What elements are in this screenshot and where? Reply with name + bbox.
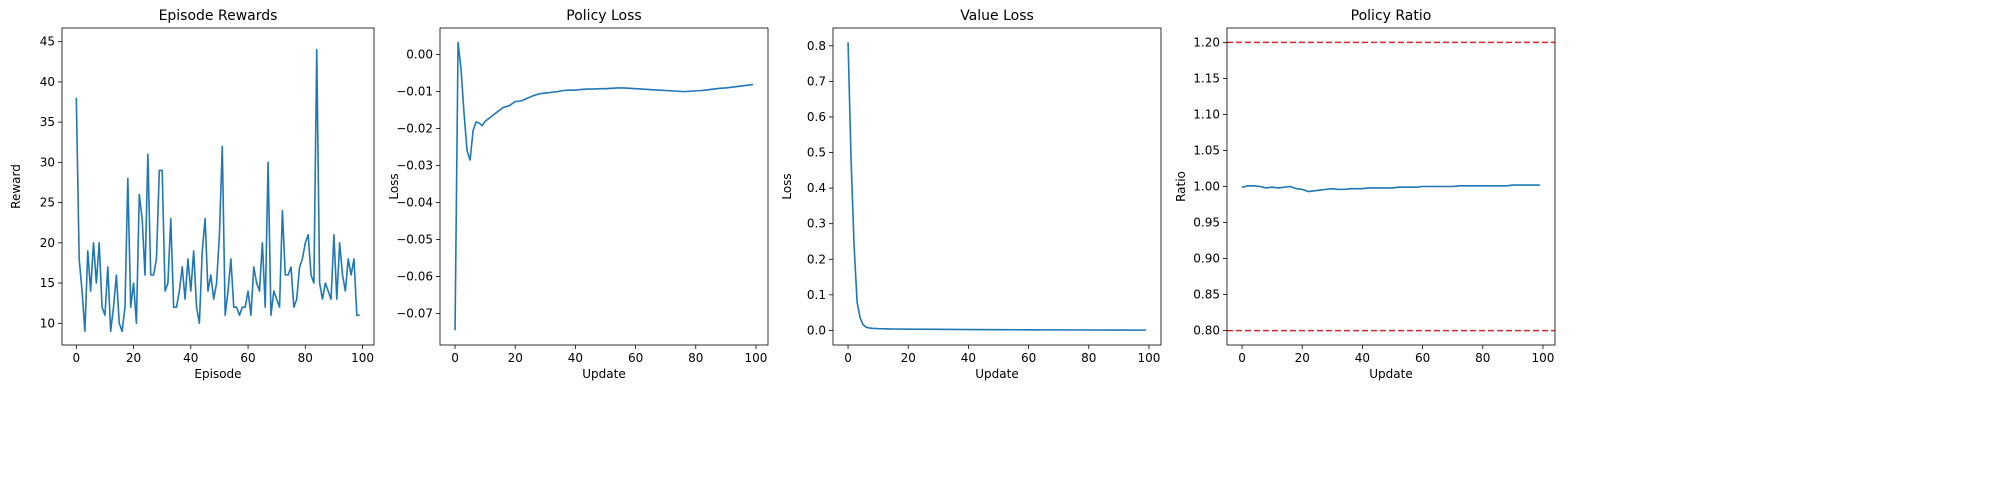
y-tick-label: −0.04 <box>396 196 433 210</box>
x-tick-label: 100 <box>745 351 768 365</box>
x-tick-label: 80 <box>1475 351 1490 365</box>
x-tick-label: 20 <box>126 351 141 365</box>
y-tick-label: 0.6 <box>807 110 826 124</box>
x-tick-label: 0 <box>1238 351 1246 365</box>
x-tick-label: 40 <box>183 351 198 365</box>
y-tick-label: 20 <box>40 236 55 250</box>
chart-title: Policy Loss <box>566 8 641 24</box>
series-line-1 <box>847 42 1146 331</box>
y-tick-label: −0.07 <box>396 307 433 321</box>
y-tick-label: 0.95 <box>1193 216 1220 230</box>
y-tick-label: 35 <box>40 115 55 129</box>
axes-frame <box>61 27 375 346</box>
x-tick-label: 40 <box>961 351 976 365</box>
y-tick-label: 0.85 <box>1193 288 1220 302</box>
x-tick-label: 40 <box>568 351 583 365</box>
y-axis-label: Ratio <box>1174 171 1188 202</box>
x-tick-label: 60 <box>1021 351 1036 365</box>
y-tick-label: 1.10 <box>1193 107 1220 121</box>
x-axis-label: Update <box>975 367 1018 381</box>
x-tick-label: 40 <box>1355 351 1370 365</box>
x-tick-label: 60 <box>1415 351 1430 365</box>
chart-panel-2: 0 20 40 60 80 100 0.00 −0.01 −0.02 −0.03 −0.04 −0.0… <box>387 8 769 381</box>
x-tick-label: 80 <box>298 351 313 365</box>
x-tick-label: 0 <box>451 351 459 365</box>
x-tick-label: 0 <box>72 351 80 365</box>
chart-title: Policy Ratio <box>1351 8 1432 24</box>
y-axis-label: Loss <box>387 173 401 199</box>
y-tick-label: 40 <box>40 75 55 89</box>
chart-panel-1: 0 20 40 60 80 100 10 15 20 25 30 35 40 45 Episode Rewa… <box>9 8 375 381</box>
y-tick-label: 0.4 <box>807 181 826 195</box>
x-axis-label: Update <box>1369 367 1412 381</box>
x-axis-label: Episode <box>194 367 241 381</box>
y-tick-label: −0.02 <box>396 122 433 136</box>
y-tick-label: 0.5 <box>807 146 826 160</box>
x-axis-label: Update <box>582 367 625 381</box>
x-tick-label: 80 <box>1081 351 1096 365</box>
series-line-1 <box>454 41 754 331</box>
y-tick-label: −0.01 <box>396 85 433 99</box>
x-tick-label: 100 <box>1138 351 1161 365</box>
y-tick-label: −0.03 <box>396 159 433 173</box>
x-tick-label: 100 <box>1532 351 1555 365</box>
y-tick-label: 45 <box>40 35 55 49</box>
axes-frame <box>439 27 769 346</box>
y-tick-label: 0.90 <box>1193 252 1220 266</box>
y-tick-label: 1.05 <box>1193 143 1220 157</box>
y-tick-label: −0.05 <box>396 233 433 247</box>
x-tick-label: 60 <box>240 351 255 365</box>
y-tick-label: 30 <box>40 155 55 169</box>
x-tick-label: 80 <box>688 351 703 365</box>
y-tick-label: −0.06 <box>396 270 433 284</box>
y-axis-label: Loss <box>780 173 794 199</box>
y-tick-label: 25 <box>40 196 55 210</box>
series-line-1 <box>1241 184 1540 193</box>
x-tick-label: 20 <box>508 351 523 365</box>
y-tick-label: 1.15 <box>1193 71 1220 85</box>
y-tick-label: 1.00 <box>1193 180 1220 194</box>
y-tick-label: 0.1 <box>807 288 826 302</box>
series-line-1 <box>75 48 360 333</box>
y-tick-label: 0.80 <box>1193 324 1220 338</box>
y-tick-label: 0.8 <box>807 39 826 53</box>
chart-title: Episode Rewards <box>159 8 278 24</box>
chart-panel-4: 0 20 40 60 80 100 0.80 0.85 0.90 0.95 1.00 1.05 1.10… <box>1174 8 1556 381</box>
y-tick-label: 15 <box>40 276 55 290</box>
chart-panel-3: 0 20 40 60 80 100 0.0 0.1 0.2 0.3 0.4 0.5 0.6 0.7 0.8 V… <box>780 8 1162 381</box>
x-tick-label: 0 <box>844 351 852 365</box>
x-tick-label: 20 <box>901 351 916 365</box>
y-tick-label: 0.00 <box>406 48 433 62</box>
x-tick-label: 20 <box>1295 351 1310 365</box>
y-tick-label: 0.7 <box>807 74 826 88</box>
y-tick-label: 0.0 <box>807 323 826 337</box>
y-tick-label: 10 <box>40 316 55 330</box>
x-tick-label: 60 <box>628 351 643 365</box>
y-tick-label: 0.2 <box>807 252 826 266</box>
chart-title: Value Loss <box>960 8 1034 24</box>
x-tick-label: 100 <box>351 351 374 365</box>
y-axis-label: Reward <box>9 164 23 209</box>
axes-frame <box>832 27 1162 346</box>
y-tick-label: 1.20 <box>1193 35 1220 49</box>
y-tick-label: 0.3 <box>807 217 826 231</box>
